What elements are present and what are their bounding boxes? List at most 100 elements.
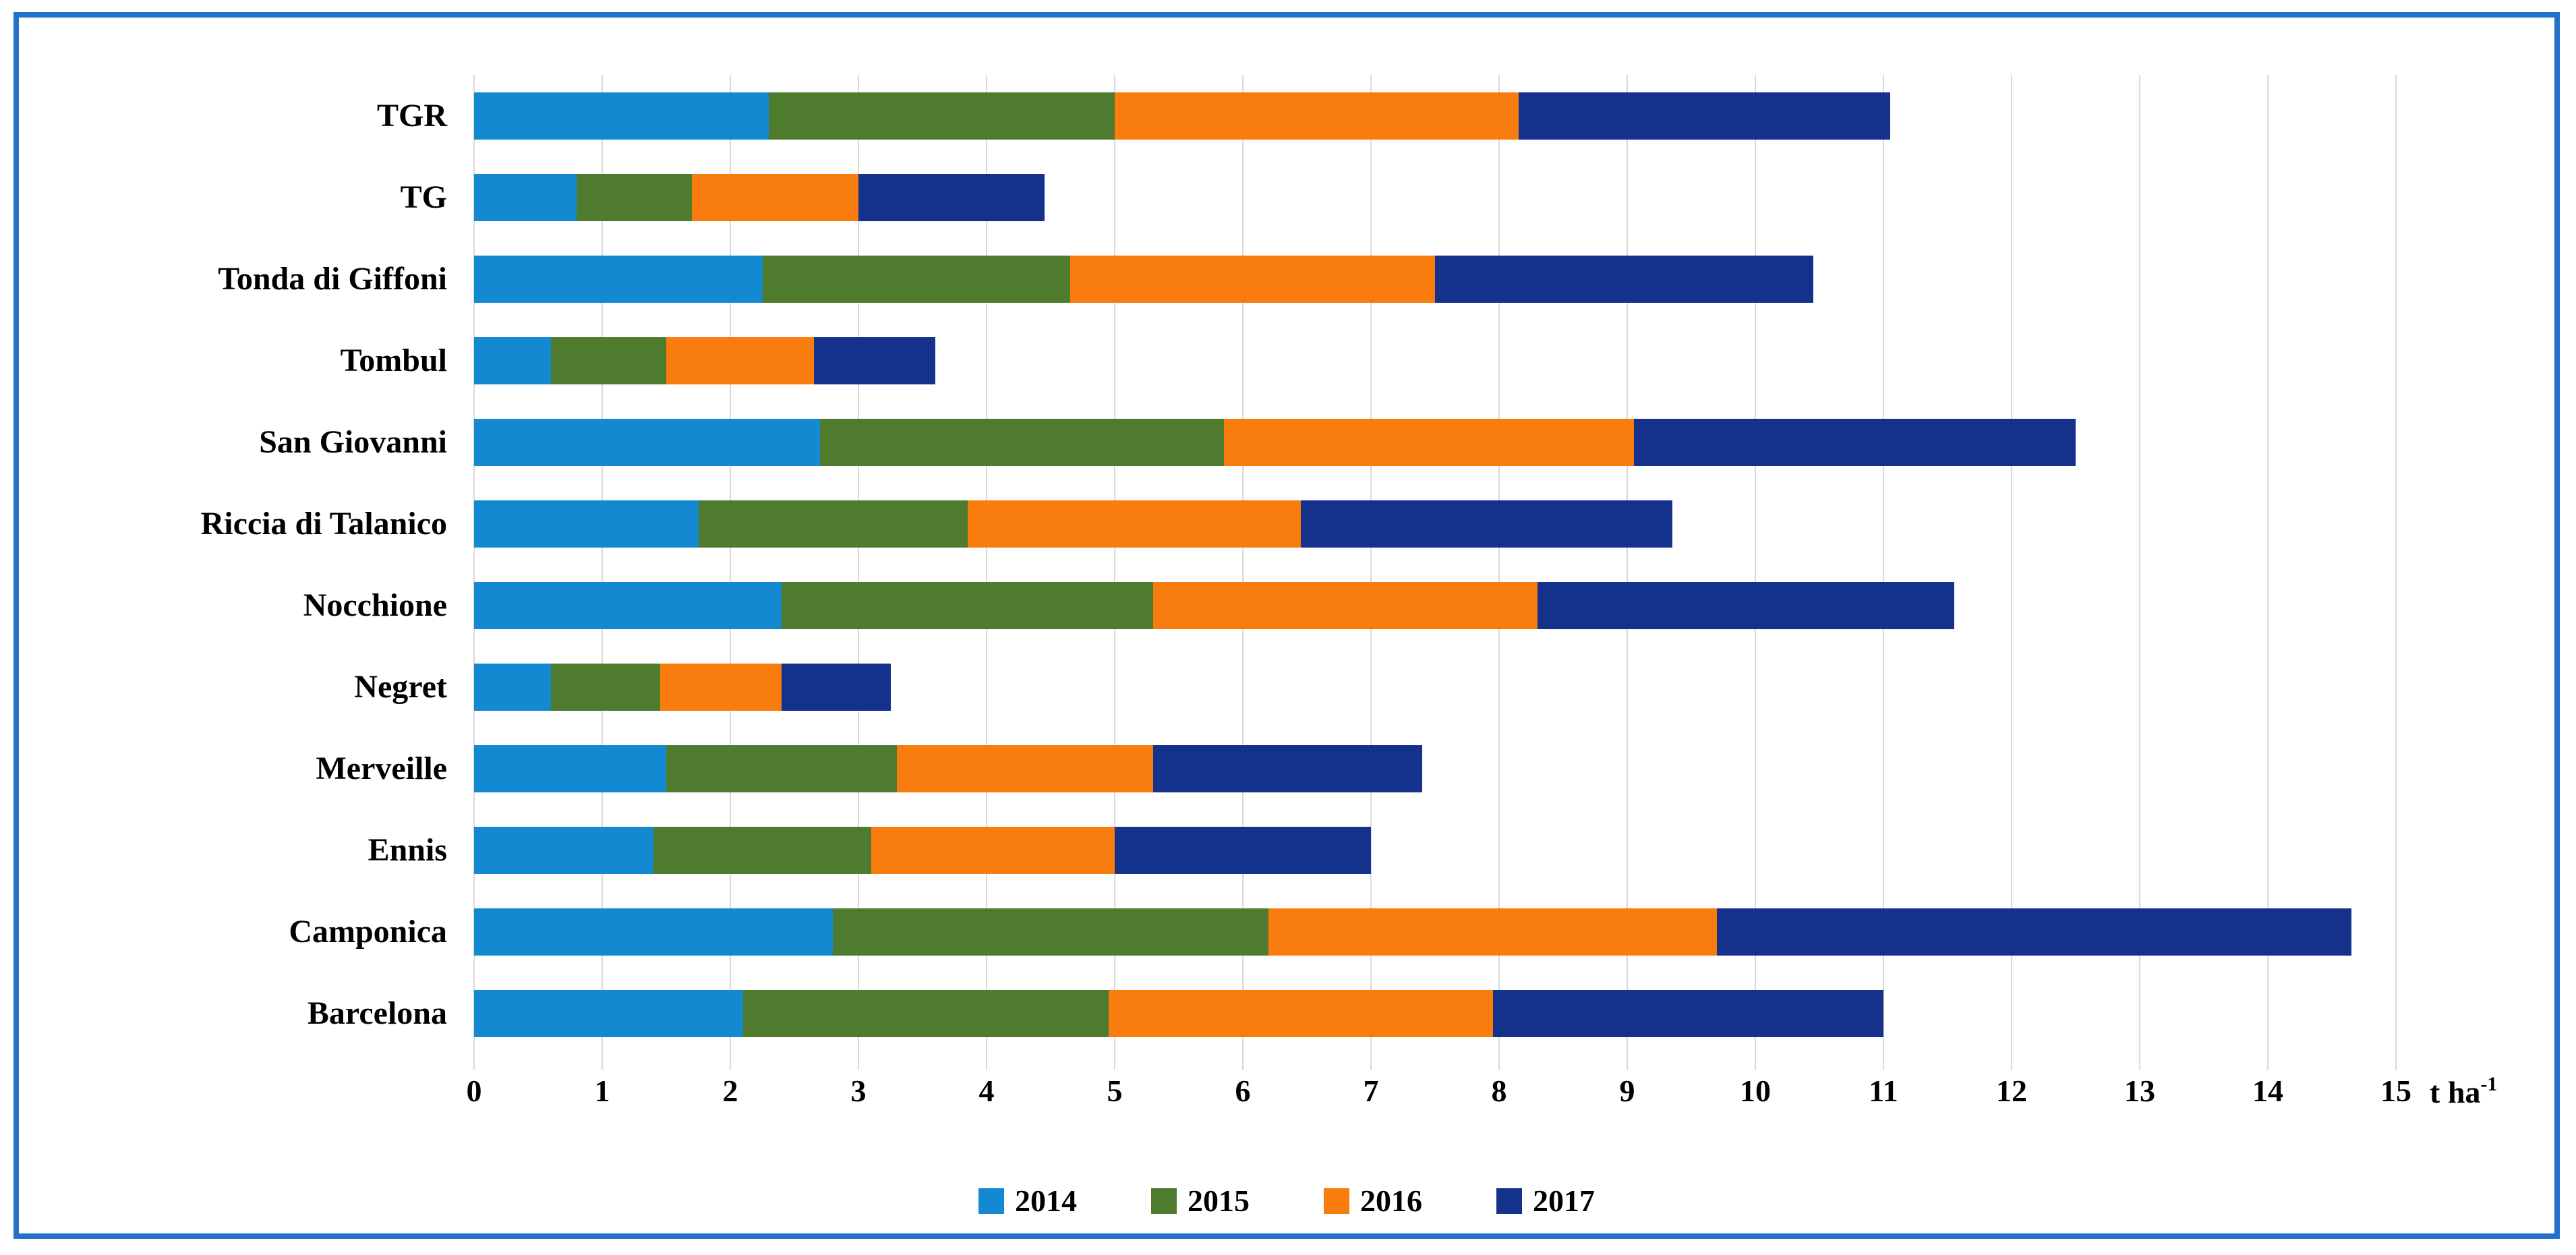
bar-segment-2015	[653, 826, 871, 874]
bar-segment-2015	[782, 581, 1153, 629]
bar-segment-2014	[474, 989, 743, 1037]
category-label: Camponica	[289, 914, 447, 950]
category-label: San Giovanni	[259, 424, 447, 460]
bar-segment-2014	[474, 745, 666, 792]
bar-segment-2016	[1223, 418, 1634, 466]
x-tick-label: 8	[1491, 1074, 1507, 1108]
bar-row	[474, 500, 2396, 548]
legend-label-2014: 2014	[1015, 1184, 1077, 1218]
bar-segment-2014	[474, 337, 551, 384]
bar-segment-2014	[474, 581, 782, 629]
bar-segment-2015	[743, 989, 1109, 1037]
bar-segment-2014	[474, 418, 820, 466]
bar-segment-2016	[1115, 92, 1519, 140]
x-tick-label: 4	[978, 1074, 995, 1108]
x-tick-label: 6	[1235, 1074, 1251, 1108]
x-tick-label: 14	[2252, 1074, 2283, 1108]
gridline	[2011, 75, 2012, 1070]
gridline	[1242, 75, 1243, 1070]
gridline	[1755, 75, 1756, 1070]
bar-row	[474, 663, 2396, 711]
legend-swatch-2014	[978, 1188, 1004, 1214]
bar-segment-2014	[474, 908, 833, 956]
bar-row	[474, 908, 2396, 956]
gridline	[1114, 75, 1115, 1070]
bar-segment-2014	[474, 500, 699, 548]
figure-border: TGR TG Tonda di Giffoni Tombul San Giovanni R…	[13, 12, 2560, 1239]
bar-segment-2016	[660, 663, 782, 711]
gridline	[2267, 75, 2268, 1070]
bar-segment-2017	[1633, 418, 2076, 466]
x-tick-label: 10	[1740, 1074, 1771, 1108]
gridline	[473, 75, 475, 1070]
category-labels: TGR TG Tonda di Giffoni Tombul San Giovanni R…	[46, 75, 461, 1054]
gridline	[730, 75, 731, 1070]
bar-row	[474, 581, 2396, 629]
x-tick-label: 12	[1996, 1074, 2027, 1108]
bar-segment-2015	[577, 173, 692, 221]
bar-row	[474, 255, 2396, 303]
bar-segment-2016	[1153, 581, 1538, 629]
gridline	[1498, 75, 1500, 1070]
bar-segment-2015	[833, 908, 1268, 956]
gridline	[2139, 75, 2140, 1070]
bar-segment-2015	[820, 418, 1224, 466]
bar-row	[474, 173, 2396, 221]
bar-segment-2017	[858, 173, 1045, 221]
bar-segment-2017	[1717, 908, 2351, 956]
bar-row	[474, 745, 2396, 792]
category-label: TG	[400, 179, 447, 215]
legend-item-2015: 2015	[1151, 1183, 1250, 1219]
bar-segment-2016	[666, 337, 814, 384]
gridline	[1883, 75, 1884, 1070]
bar-segment-2017	[782, 663, 891, 711]
bar-row	[474, 826, 2396, 874]
bar-segment-2016	[1268, 908, 1717, 956]
legend-label-2015: 2015	[1188, 1184, 1250, 1218]
legend-swatch-2015	[1151, 1188, 1177, 1214]
bar-segment-2017	[1538, 581, 1954, 629]
category-label: Merveille	[316, 751, 447, 786]
bar-segment-2015	[551, 663, 660, 711]
x-tick-label: 5	[1107, 1074, 1123, 1108]
bar-segment-2016	[897, 745, 1153, 792]
category-label: Tonda di Giffoni	[218, 261, 447, 297]
x-tick-label: 1	[594, 1074, 610, 1108]
bar-segment-2017	[1518, 92, 1890, 140]
x-tick-label: 9	[1619, 1074, 1635, 1108]
bar-segment-2014	[474, 92, 769, 140]
x-tick-label: 3	[850, 1074, 867, 1108]
bar-segment-2016	[871, 826, 1115, 874]
x-tick-label: 7	[1363, 1074, 1379, 1108]
bar-segment-2015	[698, 500, 968, 548]
x-tick-label: 2	[722, 1074, 738, 1108]
category-label: TGR	[376, 98, 447, 134]
bar-segment-2015	[551, 337, 666, 384]
axis-unit-exponent: -1	[2480, 1073, 2498, 1095]
category-label: Barcelona	[307, 995, 447, 1031]
gridline	[2395, 75, 2397, 1070]
bar-segment-2016	[692, 173, 858, 221]
bar-segment-2014	[474, 663, 551, 711]
x-axis: t ha-1 0 1 2 3 4 5 6 7 8 9 10 11 12 13 14 15	[467, 1073, 2498, 1120]
legend-label-2016: 2016	[1360, 1184, 1422, 1218]
bar-segment-2016	[967, 500, 1301, 548]
bar-segment-2014	[474, 255, 763, 303]
bar-segment-2015	[769, 92, 1115, 140]
bar-segment-2016	[1070, 255, 1435, 303]
bar-segment-2014	[474, 173, 577, 221]
gridline	[602, 75, 603, 1070]
gridline	[858, 75, 859, 1070]
category-label: Tombul	[340, 343, 447, 378]
bar-row	[474, 92, 2396, 140]
bar-segment-2017	[1435, 255, 1813, 303]
axis-unit-label: t ha-1	[2430, 1073, 2497, 1110]
plot-area	[473, 75, 2397, 1070]
category-label: Ennis	[368, 832, 447, 868]
legend-item-2014: 2014	[978, 1183, 1077, 1219]
category-label: Nocchione	[303, 587, 447, 623]
bar-row	[474, 989, 2396, 1037]
bar-segment-2017	[1492, 989, 1883, 1037]
x-tick-label: 13	[2124, 1074, 2155, 1108]
